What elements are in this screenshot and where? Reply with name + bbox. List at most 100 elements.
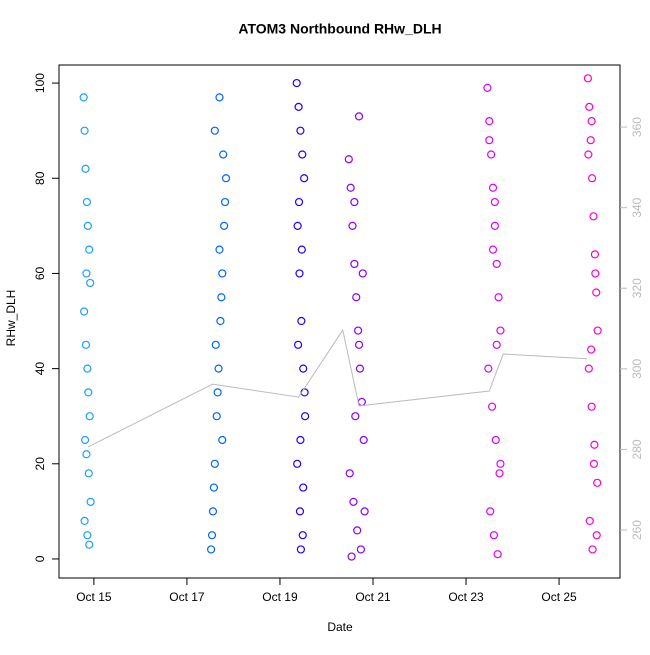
point (82, 269, 91, 278)
point (80, 516, 89, 525)
point (593, 326, 602, 335)
point (295, 507, 305, 516)
point (345, 469, 354, 478)
plot-box (58, 64, 621, 579)
point (489, 531, 499, 540)
y2-tick-label: 260 (630, 520, 644, 540)
point (213, 388, 222, 397)
point (353, 526, 362, 535)
point (585, 102, 594, 111)
point (587, 345, 596, 354)
chart-title: ATOM3 Northbound RHw_DLH (238, 21, 441, 37)
point (296, 435, 305, 445)
point (83, 221, 92, 230)
point (214, 364, 223, 373)
point (218, 435, 227, 445)
point (211, 340, 220, 349)
point (585, 516, 594, 525)
y-tick-label: 60 (33, 266, 47, 280)
point (485, 117, 494, 126)
point (344, 155, 353, 164)
x-tick-label: Oct 17 (169, 590, 205, 604)
point (296, 126, 305, 135)
point (210, 126, 219, 135)
point (359, 435, 368, 445)
point (496, 326, 505, 335)
point (494, 293, 503, 302)
point (298, 150, 307, 159)
point (212, 412, 221, 421)
point (356, 545, 365, 554)
point (86, 278, 95, 288)
y2-tick-label: 300 (630, 359, 644, 379)
point (358, 269, 367, 278)
point (80, 126, 89, 135)
point (347, 552, 356, 561)
point (591, 269, 600, 278)
point (80, 307, 89, 316)
y-axis-label: RHw_DLH (4, 290, 18, 347)
point (218, 269, 227, 278)
point (589, 459, 599, 468)
point (488, 245, 498, 254)
point (220, 197, 230, 207)
point (488, 183, 498, 192)
point (584, 150, 593, 159)
point (300, 174, 309, 183)
point (208, 507, 218, 516)
x-tick-label: Oct 15 (76, 590, 112, 604)
point (209, 483, 219, 492)
point (486, 507, 495, 516)
point (590, 440, 599, 449)
point (294, 197, 304, 207)
point (587, 174, 597, 183)
y-tick-label: 100 (33, 73, 47, 93)
point (350, 197, 359, 207)
point (588, 545, 597, 554)
point (346, 183, 355, 192)
point (484, 364, 493, 373)
point (490, 221, 499, 230)
point (492, 259, 501, 269)
point (492, 340, 501, 349)
point (590, 250, 599, 259)
point (483, 83, 492, 92)
point (82, 197, 92, 207)
point (354, 340, 364, 349)
point (350, 259, 359, 269)
y-tick-label: 0 (33, 555, 47, 562)
point (85, 412, 94, 421)
y2-tick-label: 340 (630, 197, 644, 217)
point (360, 507, 369, 516)
point (491, 435, 500, 445)
point (84, 469, 93, 478)
series-line (87, 328, 588, 448)
point (349, 497, 358, 506)
point (487, 150, 496, 159)
point (82, 450, 91, 459)
y-tick-label: 20 (33, 457, 47, 471)
point (354, 326, 363, 335)
point (584, 364, 593, 373)
point (299, 483, 308, 492)
point (587, 402, 596, 411)
point (83, 531, 92, 540)
point (292, 78, 301, 88)
point (351, 412, 360, 421)
point (589, 212, 598, 221)
point (220, 221, 229, 230)
point (496, 459, 505, 468)
point (297, 316, 306, 326)
point (355, 364, 365, 373)
y2-tick-label: 360 (630, 117, 644, 137)
point (221, 174, 231, 183)
point (80, 435, 90, 445)
x-tick-label: Oct 19 (262, 590, 298, 604)
point (299, 364, 308, 373)
point (293, 459, 302, 468)
x-tick-label: Oct 23 (448, 590, 484, 604)
point (296, 545, 305, 554)
point (583, 74, 593, 83)
